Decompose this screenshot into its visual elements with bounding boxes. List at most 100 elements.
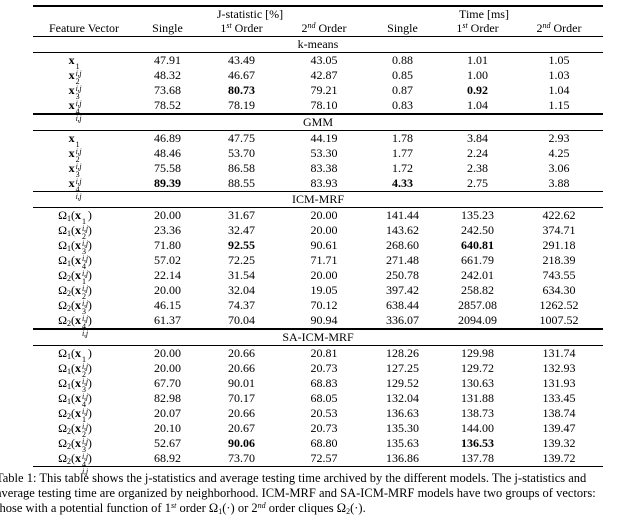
feature-vector-label: Ω1(x 4 i,j) — [58, 390, 92, 416]
value-cell: 138.73 — [461, 405, 494, 420]
stacked-scripts: 1 i,j — [82, 217, 88, 233]
value-cell: 88.55 — [228, 175, 255, 190]
value-cell: 53.70 — [228, 145, 255, 160]
value-cell: 32.47 — [228, 223, 255, 237]
value-cell: 20.53 — [310, 405, 338, 420]
value-cell: 20.66 — [228, 360, 255, 375]
stacked-scripts: 1 i,j — [75, 139, 82, 156]
feature-vector-label: x 2 i,j — [68, 145, 82, 171]
section-bottom-rule — [33, 113, 603, 115]
value-cell: 43.49 — [228, 53, 255, 67]
column-header: Single — [387, 20, 418, 35]
value-cell: 32.04 — [228, 283, 255, 297]
value-cell: 135.30 — [386, 420, 419, 435]
value-cell: 20.67 — [228, 420, 255, 435]
value-cell: 78.52 — [154, 98, 181, 112]
value-cell: 20.00 — [310, 223, 338, 237]
value-cell: 68.83 — [310, 375, 338, 390]
value-cell: 20.81 — [310, 345, 338, 360]
value-cell: 242.50 — [461, 223, 494, 237]
table-header: J-statistic [%] Time [ms] Feature Vector… — [33, 7, 603, 36]
value-cell: 70.12 — [310, 298, 338, 312]
value-cell: 78.19 — [228, 98, 255, 112]
section-header-icm-mrf: ICM-MRF — [291, 192, 344, 206]
value-cell: 1262.52 — [539, 298, 579, 312]
value-cell: 3.84 — [467, 130, 488, 145]
value-cell: 250.78 — [386, 268, 419, 282]
value-cell: 90.94 — [310, 313, 338, 327]
results-table: J-statistic [%] Time [ms] Feature Vector… — [33, 5, 603, 476]
stacked-scripts: 3 i,j — [82, 444, 88, 461]
table-row: Ω1(x 1 i,j) 20.00 31.67 20.00 141.44 135.23 422.… — [33, 208, 603, 233]
value-cell: 1.04 — [467, 98, 488, 112]
value-cell: 139.32 — [542, 435, 576, 450]
column-header: 1st Order — [220, 20, 263, 35]
value-cell: 20.00 — [310, 268, 338, 282]
table-row: x 3 i,j 75.58 86.58 83.38 1.72 2.38 3.06 — [33, 160, 603, 186]
value-cell: 73.68 — [154, 83, 181, 97]
value-cell: 20.73 — [310, 420, 338, 435]
value-cell: 1.77 — [392, 145, 413, 160]
value-cell: 53.30 — [310, 145, 338, 160]
value-cell: 20.00 — [154, 360, 181, 375]
value-cell: 258.82 — [461, 283, 494, 297]
table-body: k-means x 1 i,j 47.91 43.49 43.05 0.88 1.01 1.05 x… — [33, 37, 603, 476]
value-cell: 129.52 — [386, 375, 419, 390]
caption-line: those with a potential function of 1st o… — [0, 501, 366, 516]
value-cell: 82.98 — [154, 390, 181, 405]
stacked-scripts: 2 i,j — [75, 154, 82, 171]
value-cell: 47.91 — [154, 53, 181, 67]
group-header-row: J-statistic [%] Time [ms] — [33, 7, 603, 21]
value-cell: 90.06 — [228, 435, 255, 450]
feature-vector-label: x 2 i,j — [68, 68, 82, 93]
value-cell: 2094.09 — [458, 313, 497, 327]
column-header-row: Feature Vector Single 1st Order 2nd Order S… — [33, 21, 603, 35]
value-cell: 43.05 — [310, 53, 338, 67]
feature-vector-label: x 1 i,j — [68, 53, 82, 78]
value-cell: 80.73 — [228, 83, 255, 97]
value-cell: 74.37 — [228, 298, 255, 312]
value-cell: 48.46 — [154, 145, 181, 160]
value-cell: 20.07 — [154, 405, 181, 420]
section-bottom-rule — [33, 465, 603, 467]
table-row: Ω2(x 4 i,j) 68.92 73.70 72.57 136.86 137.78 139.… — [33, 450, 603, 476]
stacked-scripts: 4 i,j — [82, 459, 88, 476]
table-row: Ω1(x 3 i,j) 71.80 92.55 90.61 268.60 640.81 291.… — [33, 238, 603, 263]
value-cell: 67.70 — [154, 375, 181, 390]
value-cell: 133.45 — [542, 390, 576, 405]
table-caption: Table 1: This table shows the j-statisti… — [0, 471, 640, 516]
table-row: Ω2(x 1 i,j) 22.14 31.54 20.00 250.78 242.01 743.… — [33, 268, 603, 293]
value-cell: 242.01 — [461, 268, 494, 282]
value-cell: 139.72 — [542, 450, 576, 465]
value-cell: 0.88 — [392, 53, 413, 67]
value-cell: 48.32 — [154, 68, 181, 82]
table-row: Ω1(x 4 i,j) 82.98 70.17 68.05 132.04 131.88 133.… — [33, 390, 603, 416]
feature-vector-label: x 4 i,j — [68, 175, 82, 201]
value-cell: 72.25 — [228, 253, 255, 267]
feature-vector-label: Ω2(x 2 i,j) — [58, 283, 92, 308]
table-row: Ω1(x 3 i,j) 67.70 90.01 68.83 129.52 130.63 131.… — [33, 375, 603, 401]
value-cell: 20.00 — [154, 283, 181, 297]
feature-vector-label: Ω1(x 2 i,j) — [58, 360, 92, 386]
table-row: Ω2(x 3 i,j) 52.67 90.06 68.80 135.63 136.53 139.… — [33, 435, 603, 461]
value-cell: 68.80 — [310, 435, 338, 450]
group-header-spacer — [33, 8, 135, 21]
value-cell: 83.93 — [310, 175, 338, 190]
value-cell: 0.87 — [392, 83, 413, 97]
value-cell: 137.78 — [461, 450, 494, 465]
table-top-rule — [33, 5, 603, 7]
value-cell: 1.05 — [548, 53, 570, 67]
value-cell: 2.38 — [467, 160, 488, 175]
value-cell: 135.63 — [386, 435, 419, 450]
value-cell: 1.78 — [392, 130, 413, 145]
value-cell: 141.44 — [386, 208, 419, 222]
caption-line: average testing time are organized by ne… — [0, 486, 596, 500]
feature-vector-label: Ω2(x 1 i,j) — [58, 405, 92, 431]
section-name-rule — [33, 344, 603, 346]
value-cell: 129.98 — [461, 345, 494, 360]
table-row: x 1 i,j 46.89 47.75 44.19 1.78 3.84 2.93 — [33, 130, 603, 156]
value-cell: 70.17 — [228, 390, 255, 405]
value-cell: 1.01 — [467, 53, 488, 67]
value-cell: 422.62 — [542, 208, 576, 222]
value-cell: 131.88 — [461, 390, 494, 405]
